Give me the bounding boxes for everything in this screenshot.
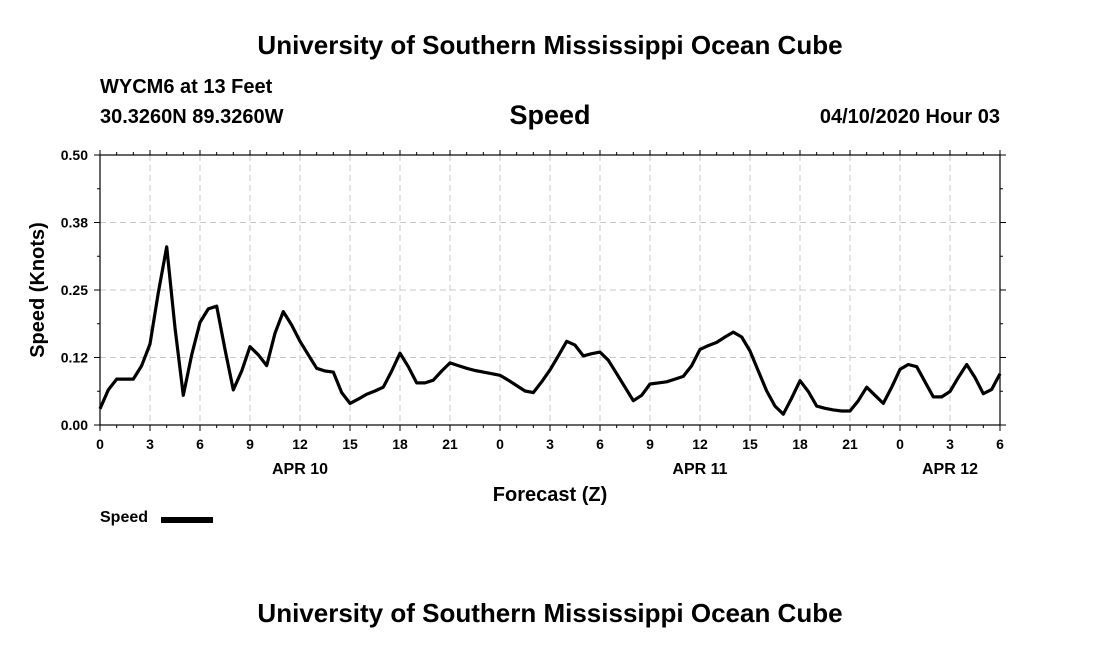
x-tick-label: 9: [246, 436, 254, 452]
x-tick-label: 3: [546, 436, 554, 452]
x-tick-label: 3: [946, 436, 954, 452]
y-tick-label: 0.12: [61, 350, 88, 366]
y-tick-label: 0.25: [61, 282, 88, 298]
y-tick-label: 0.50: [61, 147, 88, 163]
x-tick-label: 3: [146, 436, 154, 452]
x-tick-label: 0: [496, 436, 504, 452]
x-tick-label: 9: [646, 436, 654, 452]
x-tick-label: 6: [996, 436, 1004, 452]
x-tick-label: 18: [392, 436, 408, 452]
y-tick-label: 0.00: [61, 417, 88, 433]
x-tick-label: 0: [896, 436, 904, 452]
date-label: APR 11: [672, 461, 727, 478]
series-layer: [98, 245, 1002, 416]
x-axis-title: Forecast (Z): [493, 484, 607, 506]
x-tick-label: 15: [342, 436, 358, 452]
x-tick-label: 6: [196, 436, 204, 452]
label-layer: 0 3 6 9 12 15 18 21 0 3 6 9 12 15 18 21 0 3 6 0.00 0.12 0.25 0…: [27, 147, 1004, 506]
x-tick-label: 15: [742, 436, 758, 452]
station-label: WYCM6 at 13 Feet: [100, 76, 273, 98]
forecast-datetime: 04/10/2020 Hour 03: [819, 106, 1000, 128]
y-tick-label: 0.38: [61, 215, 88, 231]
x-tick-label: 12: [692, 436, 708, 452]
grid-layer: [100, 155, 1000, 425]
legend-swatch: [161, 517, 213, 523]
chart-title: Speed: [509, 100, 591, 130]
x-tick-label: 21: [442, 436, 458, 452]
legend-label: Speed: [100, 509, 149, 526]
axis-layer: [94, 150, 1006, 431]
date-label: APR 12: [922, 461, 978, 478]
x-tick-label: 0: [96, 436, 104, 452]
x-tick-label: 6: [596, 436, 604, 452]
chart-main-title: University of Southern Mississippi Ocean…: [257, 30, 843, 60]
x-tick-label: 12: [292, 436, 308, 452]
x-tick-label: 18: [792, 436, 808, 452]
coordinates-label: 30.3260N 89.3260W: [100, 106, 284, 128]
plot-frame: [99, 154, 1001, 426]
y-axis-title: Speed (Knots): [27, 222, 49, 358]
x-tick-label: 21: [842, 436, 858, 452]
footer-title: University of Southern Mississippi Ocean…: [257, 598, 843, 628]
date-label: APR 10: [272, 461, 328, 478]
